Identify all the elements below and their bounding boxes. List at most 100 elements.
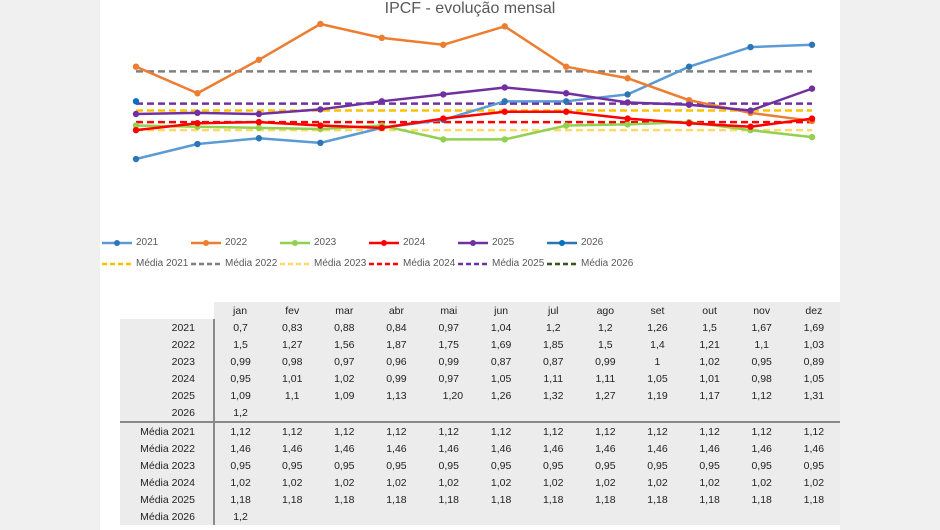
table-cell: 0,97: [422, 370, 476, 387]
legend-label: 2025: [492, 237, 515, 248]
table-cell: 1,12: [683, 421, 736, 440]
data-point-2024-out: [685, 120, 693, 127]
table-cell: 0,95: [213, 370, 267, 387]
table-cell: 1,09: [213, 387, 267, 404]
legend-label: Média 2021: [136, 258, 189, 269]
row-label: 2021: [120, 319, 215, 336]
table-cell: 1,46: [683, 440, 736, 457]
data-point-2021-set: [624, 91, 631, 98]
table-cell: [370, 404, 423, 422]
column-header-jul: jul: [527, 302, 580, 319]
table-row: Média 2025 1,18 1,18 1,18 1,18 1,18 1,18 1,18 1,…: [120, 491, 840, 508]
data-point-2023-jun: [440, 136, 447, 143]
table-cell: 1,46: [318, 440, 371, 457]
data-point-2022-set: [624, 75, 631, 82]
table-cell: 1,2: [527, 319, 580, 336]
row-label: 2026: [120, 404, 215, 422]
table-cell: 1,18: [579, 491, 632, 508]
data-point-2022-jan: [132, 63, 140, 70]
chart-title: IPCF - evolução mensal: [384, 0, 556, 17]
table-cell: 1,69: [475, 336, 528, 353]
table-cell: 1,26: [475, 387, 528, 404]
table-cell: 1,03: [787, 336, 840, 353]
data-point-2022-abr: [317, 20, 324, 28]
table-cell: [735, 508, 788, 525]
table-cell: 1,46: [266, 440, 319, 457]
table-cell: [370, 508, 423, 525]
table-header-row: jan fev mar abr mai jun jul ago set out nov dez: [120, 302, 840, 319]
table-cell: 1,02: [527, 474, 580, 491]
data-point-2021-mar: [255, 135, 263, 142]
table-cell: [631, 404, 684, 422]
legend-swatch-2024: [369, 238, 399, 248]
series-2026: [132, 98, 140, 105]
table-cell: 1,02: [787, 474, 840, 491]
table-cell: 1,12: [527, 421, 580, 440]
data-point-2022-mai: [378, 34, 386, 42]
table-cell: 1,18: [213, 491, 267, 508]
legend-item-media-2024: Média 2024: [369, 258, 455, 269]
table-cell: 1,69: [787, 319, 840, 336]
legend-swatch-2026: [547, 238, 577, 248]
column-header-out: out: [683, 302, 736, 319]
data-point-2025-ago: [562, 90, 570, 97]
data-point-2022-out: [685, 96, 693, 104]
table-cell: [787, 404, 840, 422]
table-cell: 1,5: [213, 336, 267, 353]
table-cell: 0,95: [527, 457, 580, 474]
table-cell: 1,18: [527, 491, 580, 508]
legend-label: Média 2024: [403, 258, 456, 269]
table-cell: 1,46: [527, 440, 580, 457]
table-row: 2022 1,5 1,27 1,56 1,87 1,75 1,69 1,85 1,5 1,4 1,2…: [120, 336, 840, 353]
table-cell: 1,27: [579, 387, 632, 404]
table-row: Média 2023 0,95 0,95 0,95 0,95 0,95 0,95 0,95 0,…: [120, 457, 840, 474]
table-cell: 1,02: [370, 474, 423, 491]
table-cell: 0,99: [213, 353, 267, 370]
column-header-set: set: [631, 302, 684, 319]
data-point-2025-nov: [747, 107, 754, 114]
data-point-2025-mai: [378, 98, 386, 105]
table-cell: 0,98: [735, 370, 788, 387]
table-cell: 1,12: [579, 421, 632, 440]
table-cell: 1,1: [735, 336, 788, 353]
legend-item-2021: 2021: [102, 237, 158, 248]
table-cell: 1,01: [683, 370, 736, 387]
data-point-2025-mar: [255, 110, 263, 118]
row-label: Média 2026: [120, 508, 215, 525]
table-row: 2025 1,09 1,1 1,09 1,13 1,20 1,26 1,32 1,27 1,19 1…: [120, 387, 840, 404]
table-cell: [422, 508, 476, 525]
legend-swatch-media-2026: [547, 259, 577, 269]
table-cell: 1,18: [318, 491, 371, 508]
table-cell: 1,05: [631, 370, 684, 387]
data-point-2025-abr: [317, 106, 324, 113]
legend-item-media-2023: Média 2023: [280, 258, 366, 269]
data-point-2021-out: [685, 63, 693, 70]
legend-label: 2026: [581, 237, 604, 248]
table-cell: 0,84: [370, 319, 423, 336]
table-cell: 1,2: [213, 508, 267, 525]
legend-label: Média 2022: [225, 258, 278, 269]
table-cell: 1,09: [318, 387, 371, 404]
column-header-jun: jun: [475, 302, 528, 319]
table-row: Média 2026 1,2: [120, 508, 840, 525]
data-point-2024-jul: [501, 108, 508, 115]
data-point-2021-nov: [747, 43, 754, 51]
table-cell: 1,12: [370, 421, 423, 440]
table-cell: 0,89: [787, 353, 840, 370]
table-cell: 0,95: [735, 353, 788, 370]
column-header-abr: abr: [370, 302, 423, 319]
table-cell: [475, 508, 528, 525]
table-cell: 1,02: [631, 474, 684, 491]
data-point-2022-jul: [501, 23, 508, 30]
data-point-2025-dez: [808, 85, 816, 92]
table-cell: [422, 404, 476, 422]
data-point-2024-fev: [194, 120, 201, 127]
table-cell: 1,46: [579, 440, 632, 457]
table-cell: 1,46: [422, 440, 476, 457]
series-2022: [132, 20, 816, 125]
chart-page: IPCF - evolução mensal 2021 2022 2023 2024 2…: [100, 0, 840, 530]
table-cell: 0,95: [422, 457, 476, 474]
table-cell: 1,18: [735, 491, 788, 508]
table-cell: [787, 508, 840, 525]
data-point-2024-mar: [255, 118, 263, 126]
